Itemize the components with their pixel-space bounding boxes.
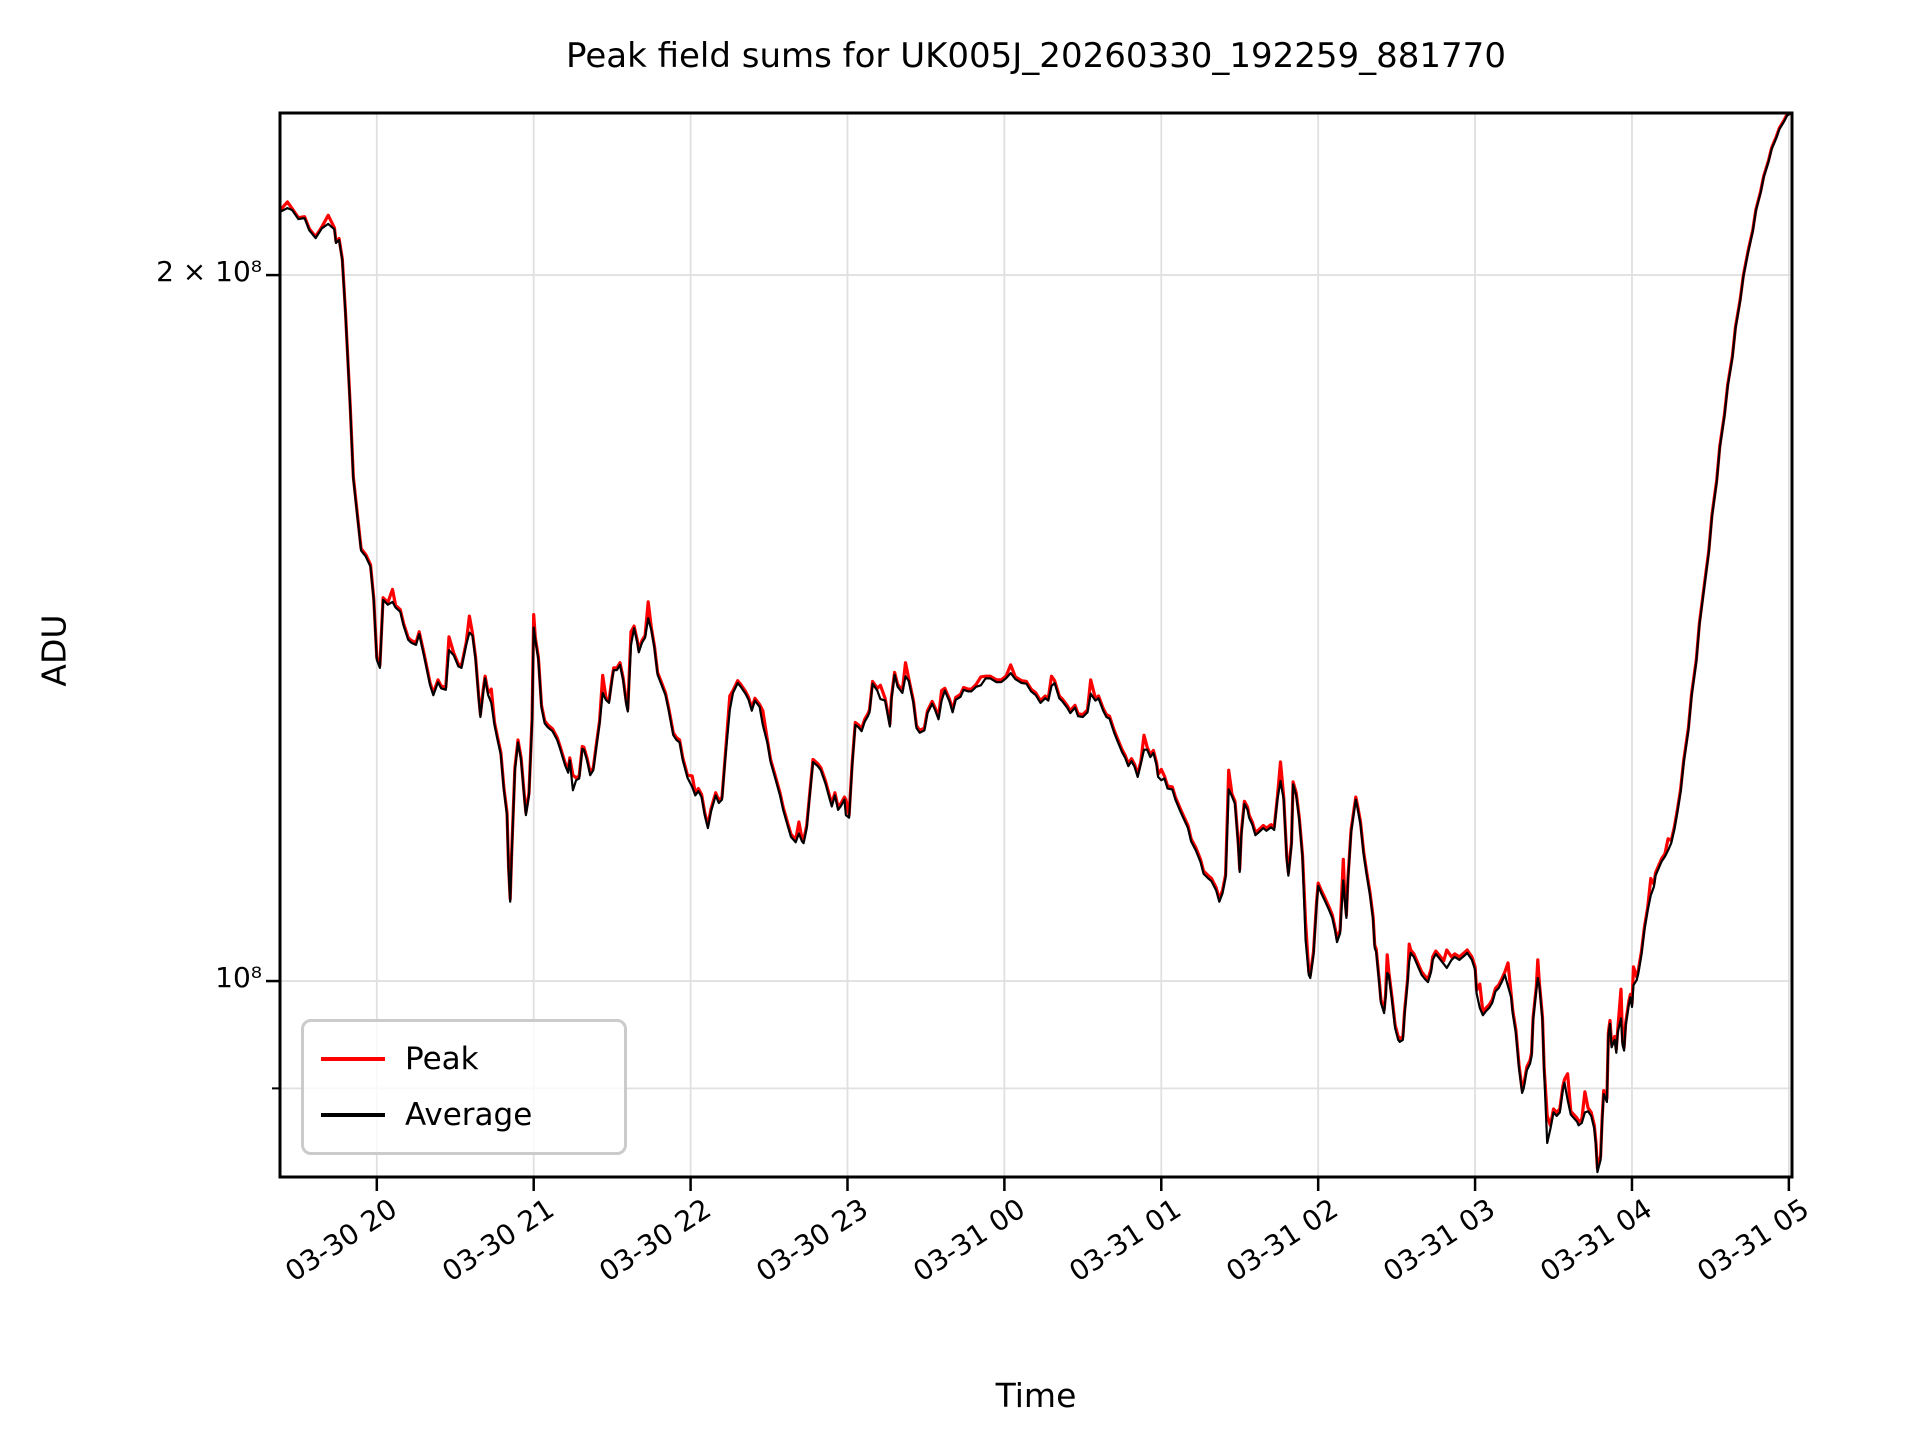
chart-title: Peak field sums for UK005J_20260330_1922…	[566, 36, 1506, 76]
legend-line-sample	[321, 1112, 385, 1117]
legend-label: Peak	[405, 1041, 479, 1078]
y-tick-label: 10⁸	[215, 961, 262, 995]
legend-row-average: Average	[304, 1097, 624, 1133]
y-tick-label: 2 × 10⁸	[156, 255, 262, 289]
y-axis-label: ADU	[34, 614, 74, 687]
peak-line	[280, 113, 1792, 1170]
legend: Peak Average	[301, 1019, 627, 1155]
x-axis-label: Time	[995, 1376, 1077, 1415]
legend-label: Average	[405, 1096, 533, 1133]
legend-line-sample	[321, 1057, 385, 1062]
average-line	[280, 113, 1792, 1174]
axes-spines	[278, 111, 1794, 1179]
legend-row-peak: Peak	[304, 1041, 624, 1077]
